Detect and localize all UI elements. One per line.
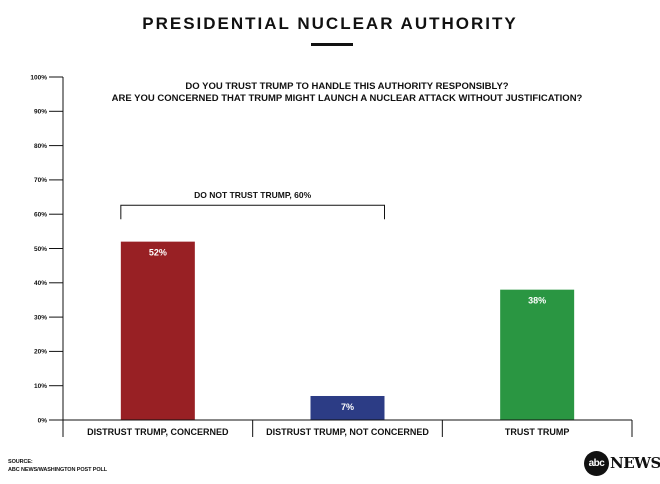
y-tick-label: 50% [34,246,47,253]
source-name: ABC NEWS/WASHINGTON POST POLL [8,467,108,473]
x-category-label: TRUST TRUMP [505,427,570,437]
abc-logo-mark: abc [584,450,609,476]
bar-3 [500,289,575,420]
y-tick-label: 30% [34,314,47,321]
bar-2 [310,395,385,420]
news-logo-word: NEWS [610,454,660,472]
source-label: SOURCE: [8,459,33,465]
y-tick-label: 20% [34,349,47,356]
bracket-label: DO NOT TRUST TRUMP, 60% [194,190,311,200]
title-rule [311,43,353,46]
bar-value-label: 52% [149,248,167,258]
y-tick-label: 40% [34,280,47,287]
bar-value-label: 7% [341,402,354,412]
y-tick-label: 70% [34,177,47,184]
source-note: SOURCE: ABC NEWS/WASHINGTON POST POLL [8,458,107,474]
bar-chart: DO YOU TRUST TRUMP TO HANDLE THIS AUTHOR… [30,74,633,437]
chart-question-2: ARE YOU CONCERNED THAT TRUMP MIGHT LAUNC… [112,93,583,104]
abc-news-logo: abc NEWS [584,450,660,476]
x-category-label: DISTRUST TRUMP, NOT CONCERNED [266,427,429,437]
chart-question-1: DO YOU TRUST TRUMP TO HANDLE THIS AUTHOR… [185,81,508,92]
y-tick-label: 80% [34,143,47,150]
y-tick-label: 60% [34,212,47,219]
x-category-label: DISTRUST TRUMP, CONCERNED [87,427,229,437]
bar-value-label: 38% [528,296,546,306]
y-tick-label: 100% [30,74,47,81]
page-title: PRESIDENTIAL NUCLEAR AUTHORITY [142,14,518,33]
bracket-line [120,204,385,220]
y-tick-label: 10% [34,383,47,390]
y-tick-label: 0% [38,417,48,424]
bar-1 [120,241,195,420]
y-tick-label: 90% [34,109,47,116]
